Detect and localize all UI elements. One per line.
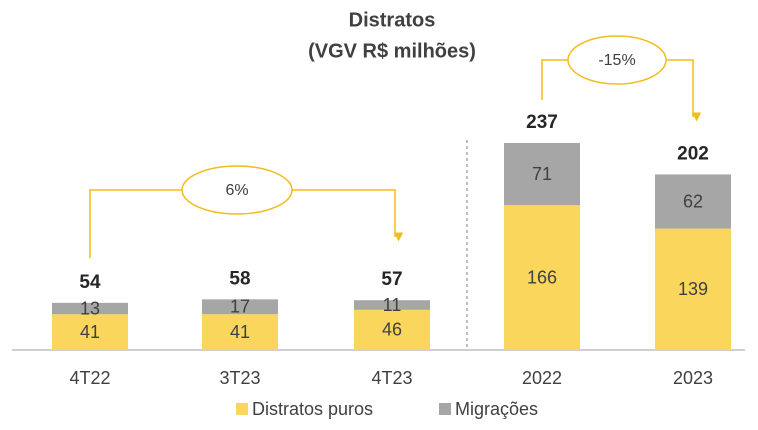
- bar-segment: [202, 314, 278, 350]
- bar-segment: [354, 300, 430, 310]
- value-label: 41: [230, 322, 250, 342]
- x-tick-label: 4T23: [371, 368, 412, 388]
- annotation: 6%: [225, 182, 248, 199]
- legend-swatch: [439, 403, 451, 415]
- value-label: 71: [532, 164, 552, 184]
- value-label: 41: [80, 322, 100, 342]
- total-label: 57: [381, 269, 402, 290]
- bar-segment: [504, 205, 580, 350]
- bar-segment: [52, 302, 128, 315]
- connector: [541, 59, 693, 117]
- bar-segment: [504, 143, 580, 206]
- value-label: 13: [80, 298, 100, 318]
- bar-segment: [52, 314, 128, 350]
- value-label: 166: [527, 267, 557, 287]
- total-label: 58: [229, 268, 250, 289]
- value-label: 11: [383, 295, 402, 315]
- chart-subtitle: (VGV R$ milhões): [308, 40, 476, 62]
- annotation: -15%: [598, 52, 635, 69]
- bar-segment: [354, 309, 430, 350]
- x-tick-label: 2023: [673, 368, 713, 388]
- value-label: 139: [678, 279, 708, 299]
- total-label: 54: [79, 272, 101, 293]
- total-label: 237: [526, 112, 558, 133]
- value-label: 46: [382, 320, 402, 340]
- legend-label: Distratos puros: [252, 399, 373, 419]
- bar-segment: [655, 228, 731, 350]
- bar-segment: [202, 299, 278, 315]
- value-label: 62: [683, 191, 703, 211]
- annotation-ellipse: [567, 35, 667, 85]
- legend-swatch: [236, 403, 248, 415]
- value-label: 17: [230, 297, 250, 317]
- x-tick-label: 4T22: [69, 368, 110, 388]
- chart-title: Distratos: [349, 9, 436, 31]
- connector: [89, 189, 395, 258]
- annotation-ellipse: [181, 165, 293, 215]
- x-tick-label: 2022: [522, 368, 562, 388]
- bar-segment: [655, 174, 731, 229]
- total-label: 202: [677, 143, 709, 164]
- legend-label: Migrações: [455, 399, 538, 419]
- x-tick-label: 3T23: [219, 368, 260, 388]
